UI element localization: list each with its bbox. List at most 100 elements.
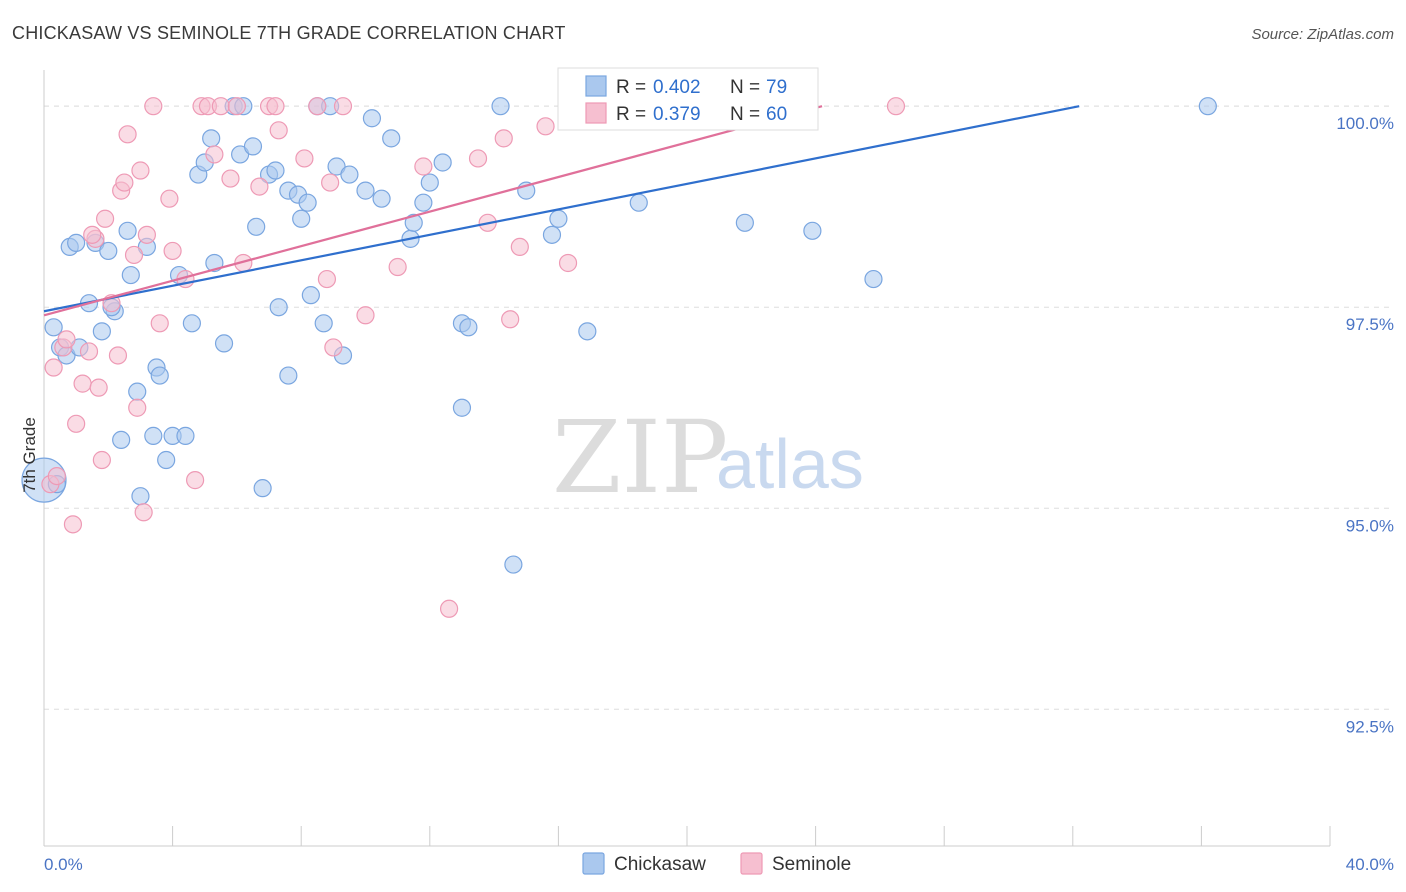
seminole-point xyxy=(494,129,513,148)
chickasaw-point xyxy=(44,318,63,337)
seminole-point xyxy=(63,515,83,534)
chickasaw-point xyxy=(67,233,86,252)
chickasaw-point xyxy=(404,213,423,232)
chickasaw-point xyxy=(214,334,234,353)
legend-label-seminole: Seminole xyxy=(772,854,851,875)
seminole-point xyxy=(67,414,86,433)
seminole-point xyxy=(144,97,163,116)
legend-r-value: 0.402 xyxy=(653,77,701,98)
seminole-point xyxy=(269,121,288,140)
chickasaw-point xyxy=(578,322,597,341)
chickasaw-point xyxy=(340,165,359,184)
chickasaw-point xyxy=(433,153,452,172)
seminole-point xyxy=(186,471,205,490)
seminole-point xyxy=(47,466,66,486)
chickasaw-point xyxy=(356,181,375,200)
y-tick-label: 97.5% xyxy=(1346,315,1394,334)
chickasaw-point xyxy=(549,209,568,228)
seminole-point xyxy=(95,209,115,228)
chickasaw-point xyxy=(99,241,118,261)
chickasaw-point xyxy=(121,265,140,285)
seminole-point xyxy=(439,599,459,618)
chickasaw-point xyxy=(414,193,433,212)
seminole-point xyxy=(250,177,269,196)
seminole-point xyxy=(266,97,285,116)
seminole-point xyxy=(44,358,63,377)
chickasaw-point xyxy=(150,366,169,385)
chickasaw-point xyxy=(131,487,150,506)
legend-stats: R = 0.402 N = 79 R = 0.379 N = 60 xyxy=(557,67,819,131)
chickasaw-point xyxy=(243,137,263,156)
watermark: ZIP atlas xyxy=(552,399,864,516)
seminole-point xyxy=(73,374,92,393)
seminole-point xyxy=(510,237,529,257)
legend-swatch-seminole xyxy=(585,102,607,124)
seminole-point xyxy=(163,241,182,261)
trend-lines xyxy=(43,105,1080,317)
chickasaw-point xyxy=(420,173,439,192)
chickasaw-point xyxy=(362,109,382,128)
chickasaw-point xyxy=(182,314,201,333)
chickasaw-point xyxy=(118,221,137,240)
seminole-point xyxy=(317,269,337,289)
chickasaw-point xyxy=(504,555,523,574)
legend-n-value: 79 xyxy=(766,77,787,98)
seminole-trend-line xyxy=(43,105,823,317)
seminole-point xyxy=(131,161,150,180)
chickasaw-point xyxy=(1198,97,1217,116)
legend-swatch-bottom-seminole xyxy=(740,852,763,875)
chickasaw-point xyxy=(735,213,754,232)
seminole-point xyxy=(128,398,147,417)
chickasaw-point xyxy=(266,161,285,180)
chickasaw-point xyxy=(202,129,221,148)
chickasaw-point xyxy=(327,157,346,176)
seminole-point xyxy=(468,149,488,168)
seminole-point xyxy=(324,338,343,357)
y-tick-label: 100.0% xyxy=(1336,114,1394,133)
chickasaw-point xyxy=(491,97,510,116)
chart-title: CHICKASAW VS SEMINOLE 7TH GRADE CORRELAT… xyxy=(12,23,566,43)
chickasaw-point xyxy=(144,426,163,445)
legend-swatch-bottom-chickasaw xyxy=(582,852,605,875)
legend-n-label: N = xyxy=(730,77,760,98)
seminole-point xyxy=(308,97,327,116)
seminole-point xyxy=(388,257,407,277)
data-points xyxy=(21,97,1217,618)
legend-r-label: R = xyxy=(616,77,646,98)
seminole-point xyxy=(118,125,137,144)
chickasaw-point xyxy=(314,314,333,333)
chickasaw-point xyxy=(176,426,195,445)
chickasaw-point xyxy=(253,479,272,498)
seminole-point xyxy=(886,97,906,116)
seminole-point xyxy=(124,245,144,265)
seminole-point xyxy=(414,157,433,176)
seminole-point xyxy=(211,97,230,116)
seminole-point xyxy=(501,310,520,329)
watermark-atlas: atlas xyxy=(716,425,864,503)
legend-r-label: R = xyxy=(616,104,646,125)
seminole-point xyxy=(295,149,314,168)
chickasaw-point xyxy=(372,189,391,208)
x-tick-label: 0.0% xyxy=(44,855,83,874)
chickasaw-point xyxy=(247,217,266,236)
seminole-point xyxy=(205,145,224,164)
chickasaw-point xyxy=(864,269,883,289)
legend-swatch-chickasaw xyxy=(585,75,607,97)
chickasaw-point xyxy=(92,322,111,341)
seminole-point xyxy=(134,503,153,522)
legend-n-value: 60 xyxy=(766,104,787,125)
y-tick-label: 95.0% xyxy=(1346,516,1394,535)
seminole-point xyxy=(79,342,99,361)
seminole-point xyxy=(321,173,340,192)
seminole-point xyxy=(92,450,111,470)
seminole-point xyxy=(558,253,578,273)
chickasaw-point xyxy=(298,193,317,212)
chickasaw-point xyxy=(301,286,320,305)
chickasaw-point xyxy=(459,318,478,337)
seminole-point xyxy=(150,314,169,333)
seminole-point xyxy=(536,117,555,136)
seminole-point xyxy=(227,97,246,116)
y-axis-label: 7th Grade xyxy=(20,417,39,493)
chart-source: Source: ZipAtlas.com xyxy=(1251,26,1394,43)
chickasaw-point xyxy=(128,382,147,401)
